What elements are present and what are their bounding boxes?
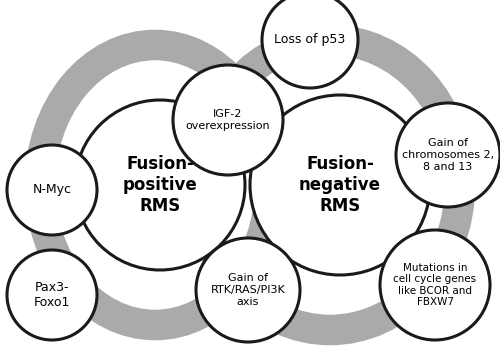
- Text: Gain of
chromosomes 2,
8 and 13: Gain of chromosomes 2, 8 and 13: [402, 139, 494, 172]
- Circle shape: [250, 95, 430, 275]
- Text: Fusion-
negative
RMS: Fusion- negative RMS: [299, 155, 381, 215]
- Circle shape: [380, 230, 490, 340]
- Circle shape: [7, 250, 97, 340]
- Text: Pax3-
Foxo1: Pax3- Foxo1: [34, 281, 70, 309]
- Circle shape: [75, 100, 245, 270]
- Text: Fusion-
positive
RMS: Fusion- positive RMS: [122, 155, 198, 215]
- Circle shape: [396, 103, 500, 207]
- Circle shape: [173, 65, 283, 175]
- Text: IGF-2
overexpression: IGF-2 overexpression: [186, 109, 270, 131]
- Text: Gain of
RTK/RAS/PI3K
axis: Gain of RTK/RAS/PI3K axis: [210, 273, 286, 307]
- Circle shape: [196, 238, 300, 342]
- Circle shape: [262, 0, 358, 88]
- Text: N-Myc: N-Myc: [32, 183, 72, 196]
- Circle shape: [7, 145, 97, 235]
- Text: Loss of p53: Loss of p53: [274, 34, 345, 46]
- Text: Mutations in
cell cycle genes
like BCOR and
FBXW7: Mutations in cell cycle genes like BCOR …: [394, 263, 476, 307]
